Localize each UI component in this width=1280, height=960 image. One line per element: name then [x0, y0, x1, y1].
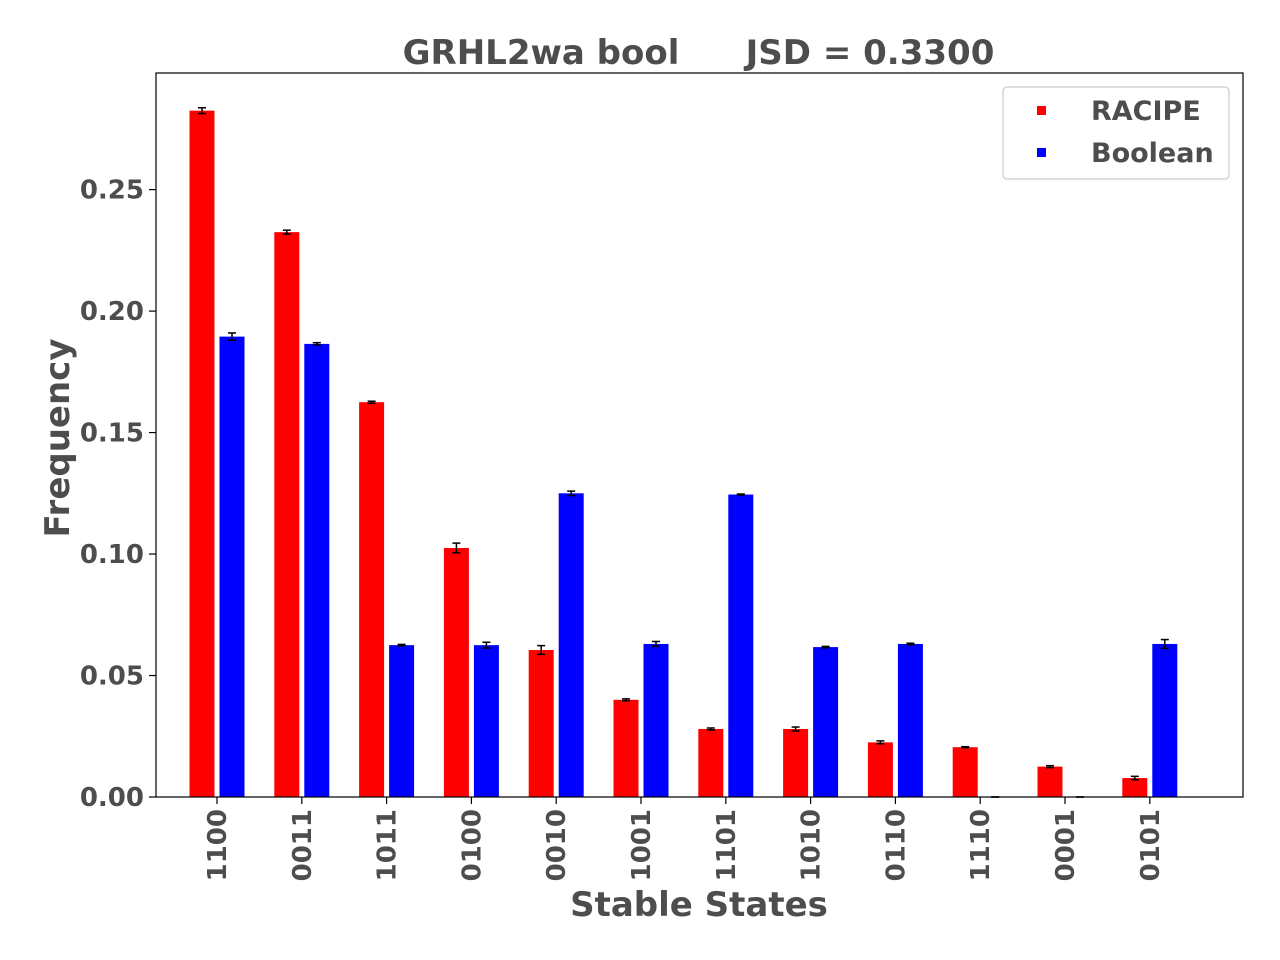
- bar-boolean-0010: [558, 493, 584, 797]
- x-tick-label-1110: 1110: [966, 809, 996, 881]
- x-tick-label-1001: 1001: [627, 809, 657, 881]
- errorbar-boolean-0010: [567, 490, 576, 497]
- errorbar-racipe-1001: [622, 698, 630, 702]
- x-tick-label-0101: 0101: [1136, 809, 1166, 881]
- plot-frame: [155, 72, 1244, 798]
- errorbar-boolean-0011: [312, 341, 321, 346]
- y-tick-label: 0.05: [80, 662, 144, 692]
- errorbar-racipe-1010: [791, 726, 800, 732]
- errorbar-racipe-0101: [1130, 775, 1139, 781]
- errorbar-racipe-0010: [537, 644, 546, 656]
- bar-racipe-0110: [867, 742, 893, 797]
- y-tick-label: 0.15: [80, 419, 144, 449]
- errorbar-boolean-1011: [397, 643, 406, 647]
- legend-label-boolean: Boolean: [1091, 138, 1214, 169]
- x-axis-label: Stable States: [570, 885, 828, 925]
- x-tick-label-1010: 1010: [797, 809, 827, 881]
- bar-racipe-1011: [359, 402, 385, 797]
- x-tick-label-0010: 0010: [542, 809, 572, 881]
- errorbar-boolean-0110: [906, 642, 915, 646]
- bar-boolean-1100: [219, 336, 245, 797]
- legend-box: [1002, 86, 1230, 180]
- bar-racipe-1110: [952, 747, 978, 797]
- bar-boolean-0101: [1152, 643, 1178, 797]
- errorbar-racipe-0001: [1046, 764, 1054, 769]
- errorbar-racipe-0110: [876, 740, 885, 745]
- errorbar-boolean-1101: [736, 493, 745, 496]
- errorbar-racipe-1011: [367, 400, 376, 404]
- x-tick-label-0001: 0001: [1051, 809, 1081, 881]
- legend-swatch-racipe: [1037, 106, 1046, 115]
- bar-racipe-1101: [698, 728, 724, 797]
- x-tick-label-0110: 0110: [881, 809, 911, 881]
- bar-racipe-1001: [613, 699, 639, 797]
- bar-racipe-0010: [528, 650, 554, 797]
- bar-boolean-0110: [897, 643, 923, 797]
- errorbar-boolean-1100: [228, 332, 236, 341]
- errorbars-group: [198, 106, 1169, 798]
- x-tick-label-1101: 1101: [712, 809, 742, 881]
- legend: RACIPE Boolean: [1002, 86, 1230, 180]
- y-tick-label: 0.10: [80, 540, 144, 570]
- bars-group: [189, 110, 1178, 798]
- x-tick-label-0011: 0011: [288, 809, 318, 881]
- bar-racipe-0100: [443, 547, 469, 797]
- y-axis-label: Frequency: [38, 338, 78, 537]
- bar-racipe-0001: [1037, 766, 1063, 797]
- bar-boolean-0100: [473, 645, 499, 797]
- errorbar-boolean-1010: [821, 645, 830, 649]
- bar-racipe-0011: [274, 232, 300, 798]
- x-axis: 1100 0011 1011 0100 0010 1001 1101 1010 0110 1110…: [203, 797, 1166, 881]
- errorbar-racipe-1110: [961, 745, 970, 749]
- chart-title-right: JSD = 0.3300: [744, 33, 995, 73]
- chart-title-left: GRHL2wa bool: [403, 33, 680, 73]
- x-tick-label-1011: 1011: [373, 809, 403, 881]
- bar-boolean-0011: [304, 343, 330, 797]
- y-axis: 0.00 0.05 0.10 0.15 0.20 0.25: [80, 176, 156, 813]
- y-tick-label: 0.25: [80, 176, 144, 206]
- bar-boolean-1001: [643, 643, 669, 797]
- errorbar-racipe-1101: [706, 727, 715, 731]
- errorbar-racipe-1100: [198, 106, 206, 115]
- errorbar-racipe-0100: [452, 542, 461, 554]
- errorbar-boolean-0100: [482, 641, 491, 649]
- bar-racipe-1010: [783, 728, 809, 797]
- bar-boolean-1010: [813, 647, 839, 797]
- y-tick-label: 0.20: [80, 297, 144, 327]
- bar-racipe-1100: [189, 110, 215, 797]
- bar-racipe-0101: [1122, 778, 1148, 797]
- legend-swatch-boolean: [1037, 148, 1046, 157]
- x-tick-label-0100: 0100: [457, 809, 487, 881]
- x-tick-label-1100: 1100: [203, 809, 233, 881]
- errorbar-boolean-0101: [1160, 638, 1169, 650]
- bar-boolean-1011: [389, 645, 415, 797]
- legend-label-racipe: RACIPE: [1091, 96, 1201, 127]
- y-tick-label: 0.00: [80, 783, 144, 813]
- errorbar-boolean-1001: [652, 640, 660, 648]
- bar-boolean-1101: [728, 494, 754, 797]
- errorbar-racipe-0011: [282, 229, 291, 235]
